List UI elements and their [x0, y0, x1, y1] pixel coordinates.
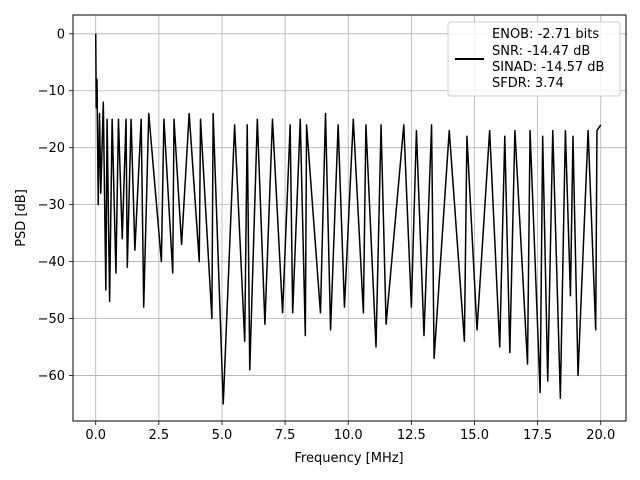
- x-tick-label: 7.5: [275, 428, 296, 443]
- y-tick-label: −20: [38, 141, 65, 156]
- y-axis: 0 −10 −20 −30 −40 −50 −60: [38, 27, 73, 384]
- series-layer: [94, 33, 602, 405]
- y-axis-label: PSD [dB]: [14, 189, 29, 247]
- x-tick-label: 17.5: [523, 428, 552, 443]
- legend-entry-sfdr: SFDR: 3.74: [492, 76, 564, 91]
- x-tick-label: 2.5: [149, 428, 170, 443]
- psd-series-line: [94, 33, 602, 405]
- y-tick-label: 0: [57, 27, 65, 42]
- legend-entry-snr: SNR: -14.47 dB: [492, 44, 590, 59]
- y-tick-label: −10: [38, 84, 65, 99]
- x-axis-label: Frequency [MHz]: [294, 451, 403, 466]
- plot-frame: [72, 14, 627, 422]
- x-tick-label: 20.0: [586, 428, 615, 443]
- x-tick-label: 0.0: [85, 428, 106, 443]
- y-tick-label: −30: [38, 198, 65, 213]
- legend-entry-sinad: SINAD: -14.57 dB: [492, 60, 604, 75]
- x-tick-label: 15.0: [460, 428, 489, 443]
- legend-entry-enob: ENOB: -2.71 bits: [492, 27, 599, 42]
- y-tick-label: −40: [38, 255, 65, 270]
- x-tick-label: 12.5: [397, 428, 426, 443]
- x-tick-label: 10.0: [334, 428, 363, 443]
- y-tick-label: −50: [38, 312, 65, 327]
- legend: ENOB: -2.71 bits SNR: -14.47 dB SINAD: -…: [447, 21, 621, 97]
- legend-box: [447, 21, 621, 97]
- x-axis: 0.0 2.5 5.0 7.5 10.0 12.5 15.0 17.5 20.0: [85, 421, 615, 443]
- x-tick-label: 5.0: [212, 428, 233, 443]
- y-tick-label: −60: [38, 369, 65, 384]
